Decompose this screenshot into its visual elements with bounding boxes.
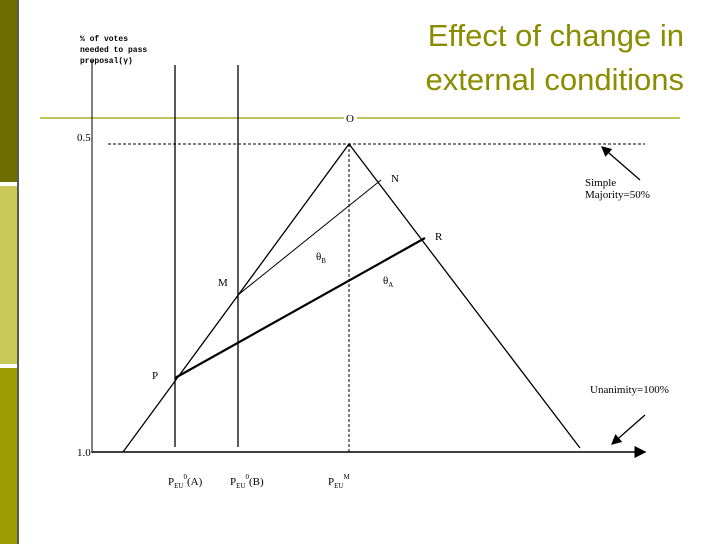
point-label: P (152, 370, 158, 382)
y-axis-label: % of votes (80, 35, 128, 44)
arrow (611, 414, 646, 445)
angle-label: θA (383, 275, 393, 289)
arrow (601, 146, 641, 181)
triangle (122, 142, 581, 453)
annotation: Unanimity=100% (590, 384, 669, 396)
y-label: 1.0 (77, 447, 91, 459)
point-label: R (435, 231, 443, 243)
side-bar (0, 368, 17, 544)
point-label: O (346, 113, 354, 125)
title: Effect of change in (428, 18, 684, 53)
y-axis-label: needed to pass (80, 46, 147, 55)
angle-label: θB (316, 251, 326, 265)
title: external conditions (426, 62, 685, 97)
line-pr (174, 237, 426, 379)
y-label: 0.5 (77, 132, 91, 144)
point-label: N (391, 173, 399, 185)
annotation: Majority=50% (585, 189, 650, 201)
x-label: PEU0(A) (168, 473, 203, 490)
line-mn (237, 179, 382, 296)
side-bar (0, 0, 17, 182)
x-label: PEUM (328, 473, 350, 490)
point-label: M (218, 277, 228, 289)
x-label: PEU0(B) (230, 473, 264, 490)
y-axis-label: proposal(γ) (80, 57, 133, 66)
side-bar (0, 186, 17, 364)
annotation: Simple (585, 177, 616, 189)
